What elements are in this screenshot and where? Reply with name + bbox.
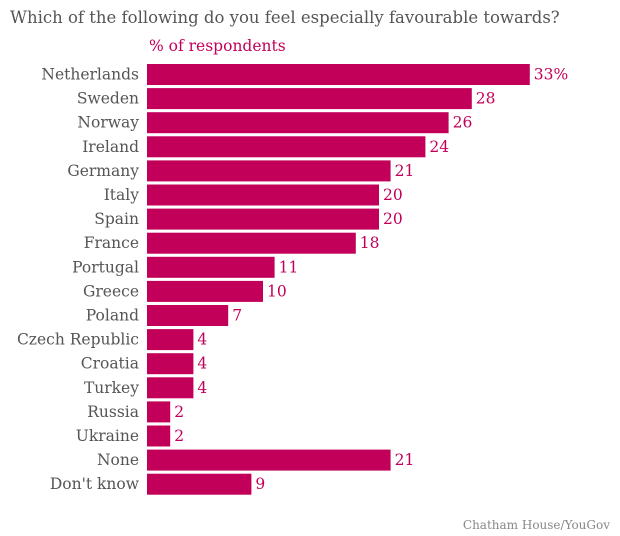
category-label: Italy: [104, 186, 140, 204]
value-label: 21: [395, 451, 415, 469]
value-label: 7: [232, 307, 242, 325]
value-label: 4: [197, 379, 207, 397]
category-label: Russia: [87, 403, 139, 421]
value-label: 33%: [534, 66, 568, 84]
bar: [147, 136, 426, 158]
source-note: Chatham House/YouGov: [462, 518, 610, 532]
category-label: Don't know: [50, 475, 140, 493]
bar: [147, 160, 391, 182]
category-label: Poland: [86, 307, 139, 325]
bar: [147, 425, 171, 447]
category-label: Ukraine: [76, 427, 139, 445]
category-label: Czech Republic: [17, 331, 139, 349]
category-label: Ireland: [82, 138, 139, 156]
category-label: France: [84, 234, 139, 252]
value-label: 20: [383, 210, 403, 228]
value-label: 20: [383, 186, 403, 204]
value-label: 21: [395, 162, 415, 180]
category-label: None: [97, 451, 139, 469]
bar: [147, 377, 194, 399]
bar: [147, 329, 194, 351]
category-label: Croatia: [81, 355, 139, 373]
bar: [147, 112, 449, 134]
value-label: 24: [429, 138, 449, 156]
bar: [147, 184, 379, 206]
value-label: 28: [476, 90, 496, 108]
bar: [147, 280, 263, 302]
bar: [147, 256, 275, 278]
bar: [147, 353, 194, 375]
bar: [147, 232, 356, 254]
value-label: 4: [197, 355, 207, 373]
value-label: 11: [279, 258, 299, 276]
bar: [147, 64, 530, 85]
bar: [147, 88, 472, 110]
category-label: Netherlands: [41, 66, 139, 84]
category-label: Turkey: [84, 379, 139, 397]
category-label: Sweden: [77, 90, 139, 108]
bar: [147, 208, 379, 230]
category-label: Norway: [77, 114, 139, 132]
bar: [147, 473, 252, 495]
category-label: Spain: [94, 210, 139, 228]
category-label: Greece: [83, 282, 139, 300]
value-label: 4: [197, 331, 207, 349]
value-label: 18: [360, 234, 380, 252]
value-label: 26: [453, 114, 473, 132]
chart-title: Which of the following do you feel espec…: [10, 8, 560, 27]
bar: [147, 305, 229, 326]
category-label: Germany: [67, 162, 139, 180]
chart-subtitle: % of respondents: [149, 37, 286, 55]
value-label: 2: [174, 427, 184, 445]
value-label: 2: [174, 403, 184, 421]
bar: [147, 449, 391, 471]
value-label: 9: [255, 475, 265, 493]
category-label: Portugal: [72, 258, 139, 276]
value-label: 10: [267, 282, 287, 300]
bar: [147, 401, 171, 423]
